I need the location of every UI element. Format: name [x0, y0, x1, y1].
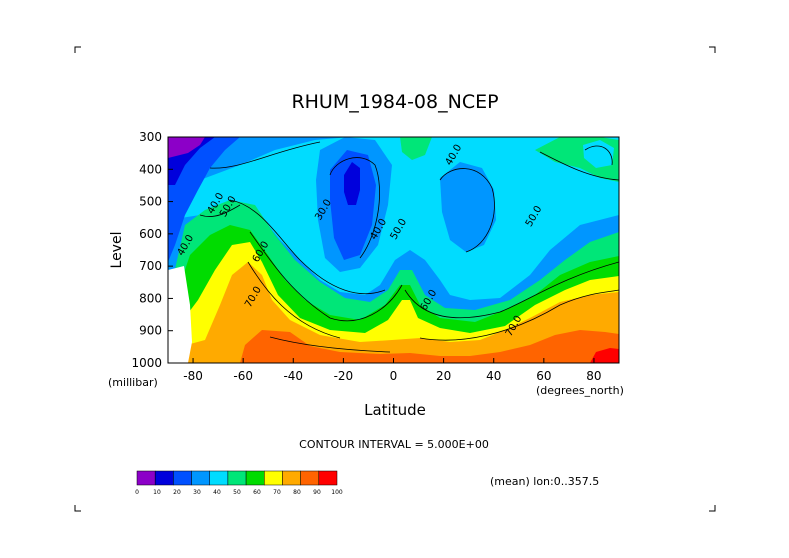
y-tick-label: 700 [139, 259, 162, 273]
colorbar-tick-label: 40 [213, 489, 221, 496]
contour-line-7 [439, 168, 495, 253]
x-tick-label: -40 [283, 369, 303, 383]
humidity-band-7 [168, 137, 240, 262]
y-tick-label: 600 [139, 227, 162, 241]
contour-line-1 [229, 199, 386, 295]
humidity-band-14 [440, 162, 496, 252]
colorbar-tick-label: 20 [173, 489, 181, 496]
y-tick-label: 800 [139, 291, 162, 305]
y-tick-label: 400 [139, 162, 162, 176]
colorbar-swatch [300, 470, 320, 486]
colorbar-tick-label: 100 [331, 489, 343, 496]
plot-area [167, 136, 620, 364]
x-tick-label: 60 [536, 369, 551, 383]
colorbar-swatch [245, 470, 265, 486]
contour-line-4 [404, 261, 619, 319]
colorbar-swatch [191, 470, 210, 486]
colorbar-tick-label: 90 [313, 489, 321, 496]
colorbar-swatch [264, 470, 283, 486]
colorbar-swatch [282, 470, 301, 486]
corner-marks [74, 46, 716, 512]
x-tick-label: -20 [334, 369, 354, 383]
humidity-band-17 [400, 137, 432, 160]
y-tick-label: 300 [139, 130, 162, 144]
x-tick-label: 80 [586, 369, 601, 383]
contour-line-6 [329, 157, 380, 259]
contour-line-3 [247, 261, 341, 339]
colorbar-swatch [173, 470, 192, 486]
contour-line-11 [269, 336, 391, 353]
chart-title: RHUM_1984-08_NCEP [291, 91, 498, 113]
contour-line-0 [209, 141, 321, 169]
contour-line-9 [584, 145, 613, 166]
humidity-band-5 [240, 330, 619, 363]
humidity-band-9 [168, 137, 205, 158]
humidity-band-0 [168, 137, 619, 300]
colorbar-tick-label: 60 [253, 489, 261, 496]
mean-text: (mean) lon:0..357.5 [490, 475, 599, 488]
colorbar-tick-label: 50 [233, 489, 241, 496]
y-tick-label: 500 [139, 195, 162, 209]
humidity-band-12 [344, 162, 360, 205]
x-axis-label: Latitude [364, 401, 426, 419]
x-tick-label: 20 [436, 369, 451, 383]
colorbar-tick-label: 10 [153, 489, 161, 496]
y-axis: 300 400 500 600 700 800 900 1000 [131, 130, 173, 370]
colorbar-swatch [318, 470, 338, 486]
humidity-band-19 [168, 266, 192, 363]
colorbar-tick-label: 0 [135, 489, 139, 496]
colorbar-tick-label: 70 [273, 489, 281, 496]
contour-line-8 [539, 151, 619, 181]
colorbar-swatch [136, 470, 156, 486]
colorbar: 0 10 20 30 40 50 60 70 80 90 100 [135, 470, 343, 496]
y-units-label: (millibar) [108, 376, 158, 389]
colorbar-tick-label: 80 [293, 489, 301, 496]
colorbar-swatch [154, 470, 174, 486]
x-tick-label: 40 [486, 369, 501, 383]
x-tick-label: -60 [233, 369, 253, 383]
x-axis: -80 -60 -40 -20 0 20 40 60 80 [183, 358, 602, 383]
contour-line-5 [419, 289, 619, 341]
y-tick-label: 900 [139, 324, 162, 338]
humidity-band-18 [168, 185, 178, 240]
contour-line-10 [199, 204, 241, 217]
humidity-band-6 [590, 348, 619, 363]
x-tick-label: 0 [390, 369, 398, 383]
contour-interval-text: CONTOUR INTERVAL = 5.000E+00 [299, 438, 489, 451]
colorbar-tick-label: 30 [193, 489, 201, 496]
colorbar-swatch [209, 470, 229, 486]
y-axis-label: Level [109, 232, 125, 269]
colorbar-swatch [227, 470, 247, 486]
contour-line-2 [249, 231, 403, 322]
y-tick-label: 1000 [131, 356, 162, 370]
x-tick-label: -80 [183, 369, 203, 383]
x-units-label: (degrees_north) [536, 384, 624, 397]
